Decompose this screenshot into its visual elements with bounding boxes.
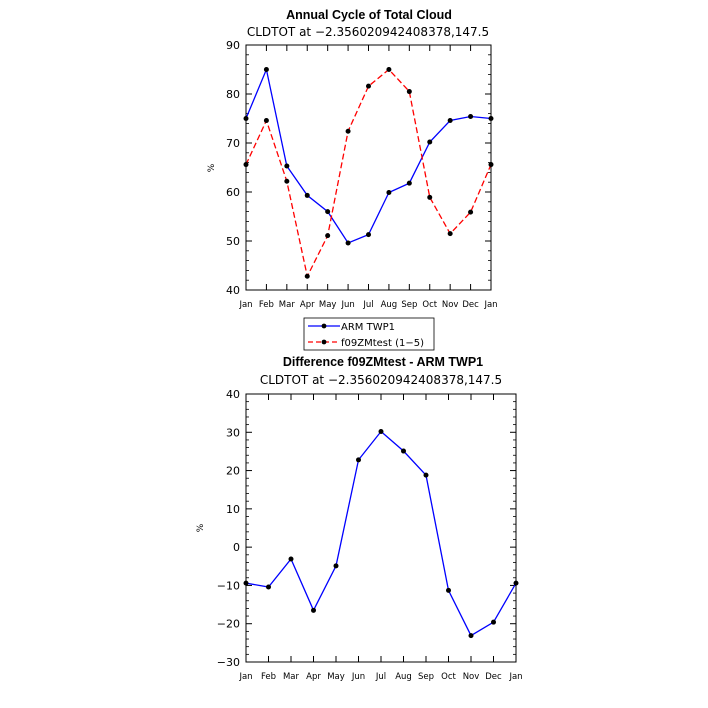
y-tick-label: 50 [226,235,240,248]
x-tick-label: Feb [261,672,276,682]
x-tick-label: Mar [283,672,300,682]
y-tick-label: 70 [226,137,240,150]
data-point [333,563,339,569]
y-tick-label: −30 [217,656,240,669]
data-point [243,580,249,586]
x-tick-label: Jan [508,672,522,682]
y-tick-label: 0 [233,541,240,554]
x-tick-label: Dec [485,672,502,682]
x-tick-label: May [327,672,345,682]
data-point [488,116,494,121]
y-tick-label: −20 [217,618,240,631]
series-line-1 [245,68,492,279]
x-tick-label: Nov [442,300,459,310]
y-tick-label: 30 [226,426,240,439]
x-tick-label: Apr [300,300,315,310]
x-tick-label: Oct [441,672,456,682]
data-point [401,448,406,454]
data-point [366,83,371,89]
y-tick-label: 20 [226,465,240,478]
data-point [491,619,496,625]
data-point [423,472,429,478]
data-point [325,233,331,239]
y-tick-label: 40 [226,388,240,401]
y-axis-label: % [196,523,206,532]
data-point [447,231,453,237]
data-point [263,117,269,123]
data-point [386,67,392,72]
series-line-0 [245,67,492,244]
data-point [266,584,271,590]
x-tick-label: Jan [238,300,252,310]
x-tick-label: Jul [362,300,373,310]
data-point [488,162,494,168]
plot-frame [245,44,492,291]
data-point [263,67,269,72]
x-tick-label: Apr [306,672,321,682]
data-point [513,580,519,586]
y-tick-label: 40 [226,284,240,297]
legend-marker-model [321,339,327,345]
plot-frame [245,393,517,663]
y-tick-label: −10 [217,579,240,592]
x-tick-label: Jun [351,672,365,682]
data-point [378,429,384,435]
data-point [356,457,361,463]
data-point [243,162,249,168]
data-point [284,163,290,169]
data-point [243,116,249,121]
series-line-0 [245,430,517,637]
data-point [406,180,412,186]
legend-label-arm: ARM TWP1 [341,322,395,333]
y-tick-label: 10 [226,503,240,516]
panel-2: Difference f09ZMtest - ARM TWP1 CLDTOT a… [196,355,523,682]
data-point [468,209,474,215]
x-tick-label: Dec [462,300,479,310]
data-point [345,128,351,134]
data-point [468,114,474,120]
x-tick-label: Jul [375,672,386,682]
data-point [447,117,453,123]
y-tick-label: 90 [226,39,240,52]
chart-title: Difference f09ZMtest - ARM TWP1 [283,355,483,369]
x-tick-label: Jan [483,300,497,310]
data-point [288,556,294,562]
data-point [446,587,451,593]
x-tick-label: Sep [401,300,417,310]
x-tick-label: Sep [418,672,434,682]
x-tick-label: Feb [259,300,274,310]
data-point [366,232,371,238]
x-tick-label: Jan [238,672,252,682]
data-point [345,240,351,246]
data-point [311,607,316,613]
data-point [427,139,433,145]
legend-box [303,317,435,351]
x-tick-label: Nov [463,672,480,682]
x-tick-label: Mar [279,300,296,310]
data-point [386,189,392,195]
data-point [284,178,290,184]
data-point [304,273,310,279]
legend-label-model: f09ZMtest (1−5) [341,338,424,349]
x-tick-label: Aug [381,300,398,310]
x-tick-label: Jun [340,300,354,310]
legend: ARM TWP1 f09ZMtest (1−5) [303,317,435,351]
chart-subtitle: CLDTOT at −2.356020942408378,147.5 [260,373,502,387]
x-tick-label: May [319,300,337,310]
x-tick-label: Aug [395,672,412,682]
data-point [304,192,310,198]
data-point [406,89,412,95]
data-point [468,633,474,639]
chart-subtitle: CLDTOT at −2.356020942408378,147.5 [247,25,489,39]
y-tick-label: 60 [226,186,240,199]
y-axis-label: % [207,163,217,172]
chart-title: Annual Cycle of Total Cloud [286,8,452,22]
panel-1: Annual Cycle of Total Cloud CLDTOT at −2… [207,8,498,351]
legend-marker-arm [321,323,327,329]
data-point [325,209,331,215]
x-tick-label: Oct [422,300,437,310]
y-tick-label: 80 [226,88,240,101]
data-point [427,194,433,200]
